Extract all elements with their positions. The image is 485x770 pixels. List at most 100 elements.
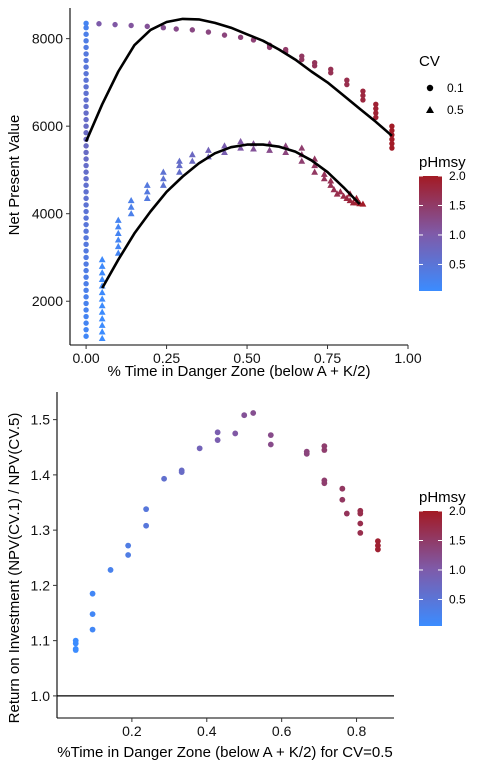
npv-y-axis: 2000 4000 6000 8000 <box>32 8 71 345</box>
roi-point <box>232 430 239 437</box>
npv-point-cv05 <box>320 170 328 177</box>
roi-chart: 0.2 0.4 0.6 0.8 1.0 1.1 1.2 1.3 1.4 1.5 %Time in… <box>6 392 466 761</box>
npv-x-axis-label: % Time in Danger Zone (below A + K/2) <box>107 363 370 380</box>
roi-y-tick-label: 1.4 <box>31 467 51 483</box>
npv-point-cv01 <box>299 56 305 63</box>
cv-legend-label-1: 0.5 <box>447 103 464 117</box>
npv-point-cv05 <box>327 181 335 188</box>
npv-point-cv01 <box>83 70 89 77</box>
roi-point <box>161 475 167 482</box>
npv-point-cv05 <box>205 146 212 153</box>
npv-point-cv01 <box>83 248 89 254</box>
roi-point <box>374 538 381 545</box>
npv-point-cv01 <box>83 130 89 136</box>
roi-point <box>143 522 150 529</box>
cv-legend-key-circle <box>426 84 434 92</box>
npv-point-cv01 <box>83 110 89 116</box>
npv-point-cv05 <box>98 275 106 282</box>
npv-point-cv01 <box>311 63 318 69</box>
npv-point-cv05 <box>98 288 106 296</box>
npv-point-cv05 <box>159 181 167 188</box>
npv-point-cv01 <box>83 84 89 90</box>
roi-x-tick-label: 0.2 <box>122 723 142 739</box>
npv-point-cv05 <box>127 196 135 204</box>
npv-point-cv05 <box>337 188 344 195</box>
npv-point-cv05 <box>188 157 196 164</box>
npv-point-cv01 <box>83 195 89 202</box>
npv-point-cv01 <box>237 34 244 41</box>
npv-point-cv05 <box>143 194 151 201</box>
npv-x-tick-label: 0.50 <box>233 350 260 366</box>
npv-point-cv05 <box>98 302 106 309</box>
npv-x-tick-label: 0.25 <box>153 350 180 366</box>
npv-points <box>83 20 395 342</box>
npv-point-cv01 <box>83 241 89 248</box>
pHmsy-colorbar-bottom-tick-label: 1.5 <box>449 533 466 547</box>
npv-point-cv05 <box>333 190 341 197</box>
npv-y-tick-label: 4000 <box>32 206 63 222</box>
npv-y-tick-label: 2000 <box>32 293 63 309</box>
pHmsy-colorbar-bottom-tick-label: 1.0 <box>449 563 466 577</box>
npv-point-cv01 <box>112 21 118 28</box>
roi-point <box>143 506 150 513</box>
roi-point <box>374 546 381 553</box>
npv-point-cv01 <box>83 156 89 162</box>
npv-point-cv01 <box>173 26 179 32</box>
npv-y-tick-label: 6000 <box>32 118 63 134</box>
npv-point-cv01 <box>83 281 89 287</box>
npv-point-cv01 <box>83 77 89 83</box>
roi-points <box>57 410 394 697</box>
roi-point <box>178 469 185 476</box>
npv-point-cv01 <box>83 175 89 182</box>
npv-point-cv05 <box>320 175 328 182</box>
roi-y-tick-label: 1.5 <box>31 412 51 428</box>
roi-point <box>339 485 346 492</box>
npv-point-cv01 <box>83 90 89 97</box>
roi-x-tick-label: 0.4 <box>197 723 217 739</box>
roi-point <box>125 552 132 558</box>
roi-point <box>125 542 132 549</box>
pHmsy-colorbar-bottom <box>419 511 442 626</box>
roi-x-axis: 0.2 0.4 0.6 0.8 <box>57 717 394 739</box>
npv-point-cv01 <box>160 24 167 31</box>
npv-point-cv01 <box>389 123 395 129</box>
npv-point-cv05 <box>143 188 151 195</box>
npv-point-cv05 <box>98 262 106 269</box>
npv-point-cv05 <box>98 334 106 342</box>
roi-point <box>339 496 346 503</box>
npv-point-cv01 <box>83 320 89 326</box>
npv-point-cv05 <box>359 200 367 207</box>
npv-point-cv05 <box>114 223 122 230</box>
npv-point-cv01 <box>389 145 395 151</box>
npv-point-cv01 <box>83 228 89 234</box>
npv-point-cv01 <box>328 70 334 76</box>
pHmsy-colorbar-bottom-ticks: 0.5 1.0 1.5 2.0 <box>419 504 466 606</box>
roi-point <box>241 412 248 419</box>
npv-fit-lines <box>84 17 393 289</box>
roi-point <box>89 611 96 618</box>
npv-point-cv05 <box>237 137 245 145</box>
npv-point-cv01 <box>83 64 89 70</box>
npv-chart: 0.00 0.25 0.50 0.75 1.00 2000 4000 6000 8000 % … <box>6 8 466 380</box>
npv-point-cv05 <box>311 161 319 169</box>
roi-point <box>321 447 328 453</box>
pHmsy-colorbar-top <box>419 176 442 291</box>
pHmsy-legend-top: pHmsy 0.5 1.0 1.5 2.0 <box>419 154 466 291</box>
npv-point-cv05 <box>343 194 351 201</box>
npv-point-cv01 <box>83 189 89 195</box>
npv-point-cv05 <box>340 192 348 199</box>
npv-point-cv05 <box>159 168 167 175</box>
roi-y-tick-label: 1.0 <box>31 688 51 704</box>
npv-point-cv01 <box>83 169 89 175</box>
npv-point-cv01 <box>205 29 212 35</box>
npv-y-tick-label: 8000 <box>32 31 63 47</box>
npv-point-cv01 <box>83 300 89 307</box>
npv-point-cv01 <box>83 24 89 31</box>
pHmsy-colorbar-bottom-tick-label: 2.0 <box>449 504 466 518</box>
npv-point-cv05 <box>114 242 122 250</box>
npv-point-cv05 <box>327 177 335 184</box>
npv-point-cv05 <box>311 168 319 175</box>
pHmsy-colorbar-bottom-tick-label: 0.5 <box>449 592 466 606</box>
npv-point-cv01 <box>83 294 89 300</box>
roi-point <box>303 450 310 457</box>
